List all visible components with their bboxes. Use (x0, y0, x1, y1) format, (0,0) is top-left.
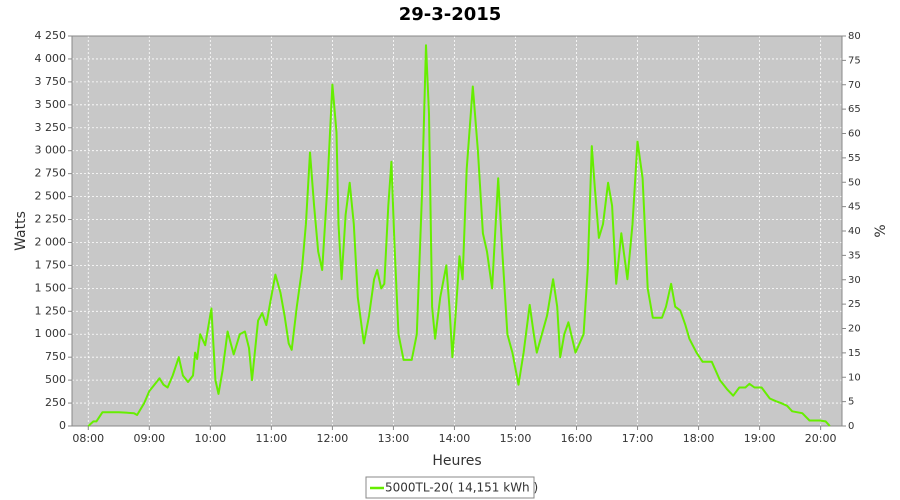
y-tick-label: 0 (59, 419, 66, 432)
y2-tick-label: 35 (848, 250, 861, 261)
plot-area (72, 36, 842, 426)
y-tick-label: 4 250 (35, 29, 67, 42)
y2-tick-label: 50 (848, 177, 861, 188)
y-tick-label: 2 000 (35, 235, 67, 248)
x-tick-label: 17:00 (622, 432, 654, 445)
y2-tick-label: 65 (848, 104, 861, 115)
x-tick-label: 11:00 (256, 432, 288, 445)
series-line (87, 44, 831, 427)
y2-tick-label: 55 (848, 153, 861, 164)
y-tick-label: 1 000 (35, 327, 67, 340)
x-tick-label: 16:00 (561, 432, 593, 445)
y2-tick-label: 15 (848, 348, 861, 359)
y-tick-label: 3 000 (35, 144, 67, 157)
x-tick-label: 09:00 (133, 432, 165, 445)
x-tick-label: 12:00 (317, 432, 349, 445)
x-tick-label: 20:00 (805, 432, 837, 445)
x-tick-label: 10:00 (194, 432, 226, 445)
y2-tick-label: 45 (848, 202, 861, 213)
y2-tick-label: 75 (848, 55, 861, 66)
y-tick-label: 3 500 (35, 98, 67, 111)
y2-axis-label: % (873, 224, 889, 237)
x-tick-label: 15:00 (500, 432, 532, 445)
y-tick-label: 1 500 (35, 281, 67, 294)
y-axis-label: Watts (13, 211, 29, 251)
y2-tick-label: 30 (848, 275, 861, 286)
legend-label: 5000TL-20( 14,151 kWh ) (385, 481, 538, 495)
y2-tick-label: 70 (848, 80, 861, 91)
x-tick-label: 14:00 (439, 432, 471, 445)
chart-title: 29-3-2015 (399, 4, 502, 25)
y-tick-label: 750 (45, 350, 66, 363)
y-tick-label: 1 750 (35, 258, 67, 271)
y2-tick-label: 10 (848, 372, 861, 383)
y-tick-label: 500 (45, 373, 66, 386)
x-tick-label: 19:00 (744, 432, 776, 445)
plot-border (71, 35, 843, 427)
y-tick-label: 3 750 (35, 75, 67, 88)
x-tick-label: 13:00 (378, 432, 410, 445)
y2-tick-label: 5 (848, 397, 854, 408)
y-tick-label: 1 250 (35, 304, 67, 317)
y2-tick-label: 20 (848, 324, 861, 335)
y-tick-label: 3 250 (35, 121, 67, 134)
y-tick-label: 4 000 (35, 52, 67, 65)
y-tick-label: 250 (45, 396, 66, 409)
y2-tick-label: 0 (848, 421, 854, 432)
y2-tick-label: 25 (848, 299, 861, 310)
y-tick-label: 2 750 (35, 167, 67, 180)
y2-tick-label: 60 (848, 129, 861, 140)
x-axis-label: Heures (432, 453, 481, 469)
x-tick-label: 08:00 (72, 432, 104, 445)
y-tick-label: 2 500 (35, 190, 67, 203)
y2-tick-label: 40 (848, 226, 861, 237)
x-tick-label: 18:00 (683, 432, 715, 445)
y2-tick-label: 80 (848, 31, 861, 42)
legend-box (365, 476, 535, 499)
y-tick-label: 2 250 (35, 213, 67, 226)
